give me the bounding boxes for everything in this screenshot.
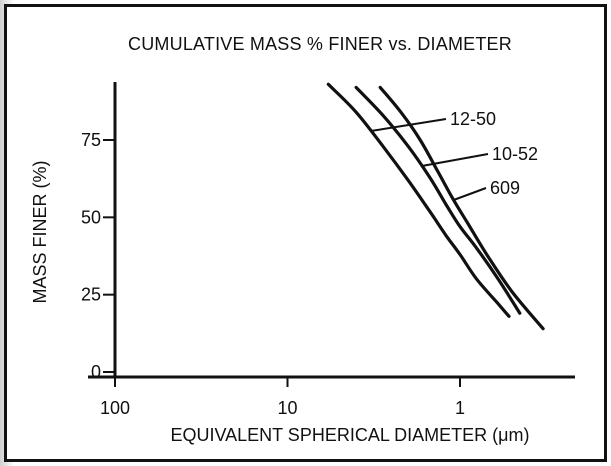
series-line-10-52 — [354, 85, 522, 315]
x-tick-label: 10 — [277, 398, 297, 418]
series-line-609 — [378, 85, 545, 331]
x-axis-label: EQUIVALENT SPHERICAL DIAMETER (μm) — [170, 425, 530, 445]
chart-title: CUMULATIVE MASS % FINER vs. DIAMETER — [128, 34, 512, 54]
x-tick-label: 1 — [455, 398, 465, 418]
series-label-12-50: 12-50 — [450, 109, 496, 129]
y-tick-label: 0 — [91, 362, 101, 382]
x-tick-label: 100 — [100, 398, 130, 418]
y-tick-label: 75 — [81, 130, 101, 150]
chart-frame — [4, 4, 607, 462]
series-line-12-50 — [326, 82, 511, 318]
series-label-10-52: 10-52 — [492, 144, 538, 164]
y-tick-label: 25 — [81, 285, 101, 305]
series-leader-609 — [453, 187, 487, 201]
series-label-609: 609 — [490, 178, 520, 198]
y-tick-label: 50 — [81, 207, 101, 227]
